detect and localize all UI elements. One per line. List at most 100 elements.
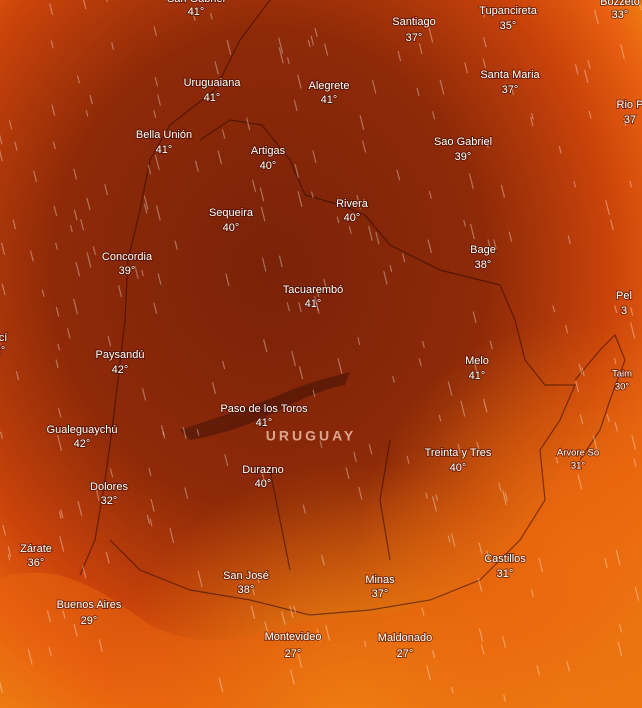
city-name: Paso de los Toros: [220, 403, 308, 415]
city-temperature: 33°: [612, 9, 629, 21]
wind-streak: [0, 680, 3, 693]
wind-streak: [117, 285, 123, 297]
wind-streak: [588, 110, 592, 119]
wind-streak: [62, 610, 66, 619]
wind-streak: [153, 26, 158, 37]
wind-streak: [392, 375, 395, 383]
wind-streak: [29, 250, 34, 262]
city-temperature: 3: [621, 305, 627, 317]
wind-streak: [260, 206, 266, 222]
wind-streak: [481, 7, 485, 18]
city-name: Pel: [616, 290, 632, 302]
city-name: Gualeguaychú: [47, 424, 118, 436]
wind-streak: [435, 494, 439, 501]
wind-streak: [55, 359, 59, 369]
wind-streak: [426, 665, 432, 681]
wind-streak: [482, 37, 487, 48]
city-name: Artigas: [251, 145, 286, 157]
wind-streak: [416, 87, 420, 97]
wind-streak: [593, 9, 599, 25]
wind-streak: [337, 358, 343, 375]
wind-streak: [73, 298, 79, 315]
wind-streak: [469, 223, 475, 240]
wind-streak: [251, 179, 257, 192]
city-name: Sao Gabriel: [434, 136, 492, 148]
wind-streak: [396, 169, 401, 181]
city-name: Rio P: [617, 99, 642, 111]
wind-streak: [57, 343, 61, 351]
wind-streak: [368, 443, 373, 455]
city-name: Zárate: [20, 543, 52, 555]
city-temperature: 40°: [450, 462, 467, 474]
wind-streak: [154, 154, 160, 171]
wind-streak: [610, 219, 614, 231]
wind-streak: [325, 624, 331, 641]
wind-streak: [217, 150, 223, 165]
wind-streak: [222, 360, 226, 370]
wind-streak: [214, 61, 219, 75]
wind-streak: [480, 643, 485, 655]
wind-streak: [27, 649, 33, 666]
wind-streak: [432, 496, 437, 512]
wind-streak: [291, 350, 296, 366]
wind-streak: [59, 536, 65, 552]
wind-streak: [75, 261, 81, 277]
city-temperature: 30°: [615, 382, 630, 393]
city-name: Castillos: [484, 553, 526, 565]
wind-streak: [633, 458, 637, 467]
wind-streak: [630, 307, 634, 316]
wind-streak: [153, 302, 158, 314]
wind-streak: [82, 565, 87, 579]
wind-streak: [482, 398, 488, 413]
city-temperature: 38°: [238, 584, 255, 596]
wind-streak: [486, 550, 491, 564]
wind-streak: [225, 273, 230, 287]
wind-streak: [356, 194, 362, 210]
wind-streak: [153, 110, 157, 118]
wind-streak: [401, 253, 406, 263]
wind-streak: [476, 441, 481, 454]
wind-streak: [278, 255, 283, 268]
city-temperature: 41°: [156, 144, 173, 156]
city-name: Maldonado: [378, 632, 432, 644]
city-name: Bage: [470, 244, 496, 256]
wind-streak: [310, 35, 315, 46]
city-temperature: 32°: [101, 495, 118, 507]
city-name: Bella Unión: [136, 129, 192, 141]
wind-streak: [55, 242, 58, 250]
wind-streak: [538, 558, 544, 573]
wind-streak: [298, 366, 304, 380]
wind-streak: [502, 490, 507, 506]
wind-streak: [0, 149, 3, 162]
city-name: Tacuarembó: [283, 284, 344, 296]
wind-streak: [489, 340, 493, 350]
wind-streak: [574, 64, 579, 75]
wind-streak: [438, 414, 442, 422]
wind-streak: [259, 187, 265, 202]
wind-streak: [15, 371, 20, 381]
city-temperature: 40°: [223, 222, 240, 234]
wind-streak: [57, 407, 62, 418]
wind-streak: [143, 203, 148, 214]
wind-streak: [422, 340, 425, 349]
city-temperature: 31°: [497, 568, 514, 580]
wind-streak: [149, 518, 153, 527]
city-name: Taim: [612, 369, 632, 380]
wind-streak: [375, 231, 380, 245]
wind-streak: [290, 669, 295, 685]
wind-streak: [141, 269, 144, 277]
wind-streak: [73, 623, 78, 637]
wind-streak: [358, 486, 363, 500]
wind-streak: [51, 104, 56, 116]
wind-streak: [508, 231, 513, 242]
wind-streak: [567, 235, 571, 245]
wind-streak: [86, 197, 91, 211]
wind-streak: [48, 647, 52, 656]
city-name: Alegrete: [309, 80, 350, 92]
wind-streak: [362, 140, 367, 153]
wind-streak: [450, 686, 454, 694]
wind-streak: [141, 388, 147, 401]
wind-streak: [194, 160, 199, 172]
wind-streak: [363, 198, 367, 207]
